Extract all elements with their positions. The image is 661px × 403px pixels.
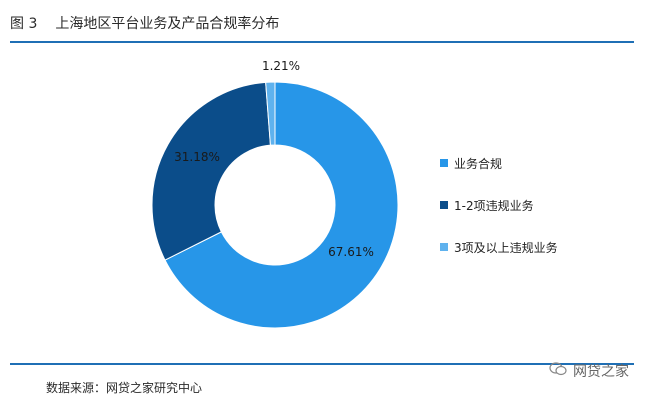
watermark-text: 网贷之家 bbox=[573, 364, 629, 380]
legend-label: 业务合规 bbox=[454, 156, 503, 171]
figure-header: 图 3 上海地区平台业务及产品合规率分布 bbox=[10, 8, 279, 38]
legend-item-compliant: 业务合规 bbox=[440, 152, 558, 174]
legend-item-3plus-violations: 3项及以上违规业务 bbox=[440, 236, 558, 258]
data-labels: 67.61% 31.18% 1.21% bbox=[174, 59, 374, 259]
slice-1-2-violations bbox=[151, 81, 271, 261]
legend-swatch bbox=[440, 243, 448, 251]
data-label: 31.18% bbox=[174, 150, 220, 164]
legend-item-1-2-violations: 1-2项违规业务 bbox=[440, 194, 558, 216]
figure-title: 上海地区平台业务及产品合规率分布 bbox=[55, 16, 280, 32]
legend-label: 1-2项违规业务 bbox=[454, 198, 534, 213]
source-note: 数据来源：网贷之家研究中心 bbox=[46, 381, 203, 395]
footer-divider bbox=[10, 363, 634, 365]
header-divider bbox=[10, 41, 634, 43]
slice-3plus-violations bbox=[265, 81, 276, 146]
slice-compliant bbox=[164, 81, 399, 329]
wechat-icon bbox=[549, 362, 567, 380]
slices bbox=[151, 81, 399, 329]
figure-number: 图 3 bbox=[10, 16, 38, 32]
legend: 业务合规 1-2项违规业务 3项及以上违规业务 bbox=[440, 152, 558, 278]
data-label: 67.61% bbox=[328, 245, 374, 259]
watermark: 网贷之家 bbox=[549, 361, 629, 381]
data-label: 1.21% bbox=[262, 59, 300, 73]
legend-swatch bbox=[440, 201, 448, 209]
legend-swatch bbox=[440, 159, 448, 167]
legend-label: 3项及以上违规业务 bbox=[454, 240, 558, 255]
